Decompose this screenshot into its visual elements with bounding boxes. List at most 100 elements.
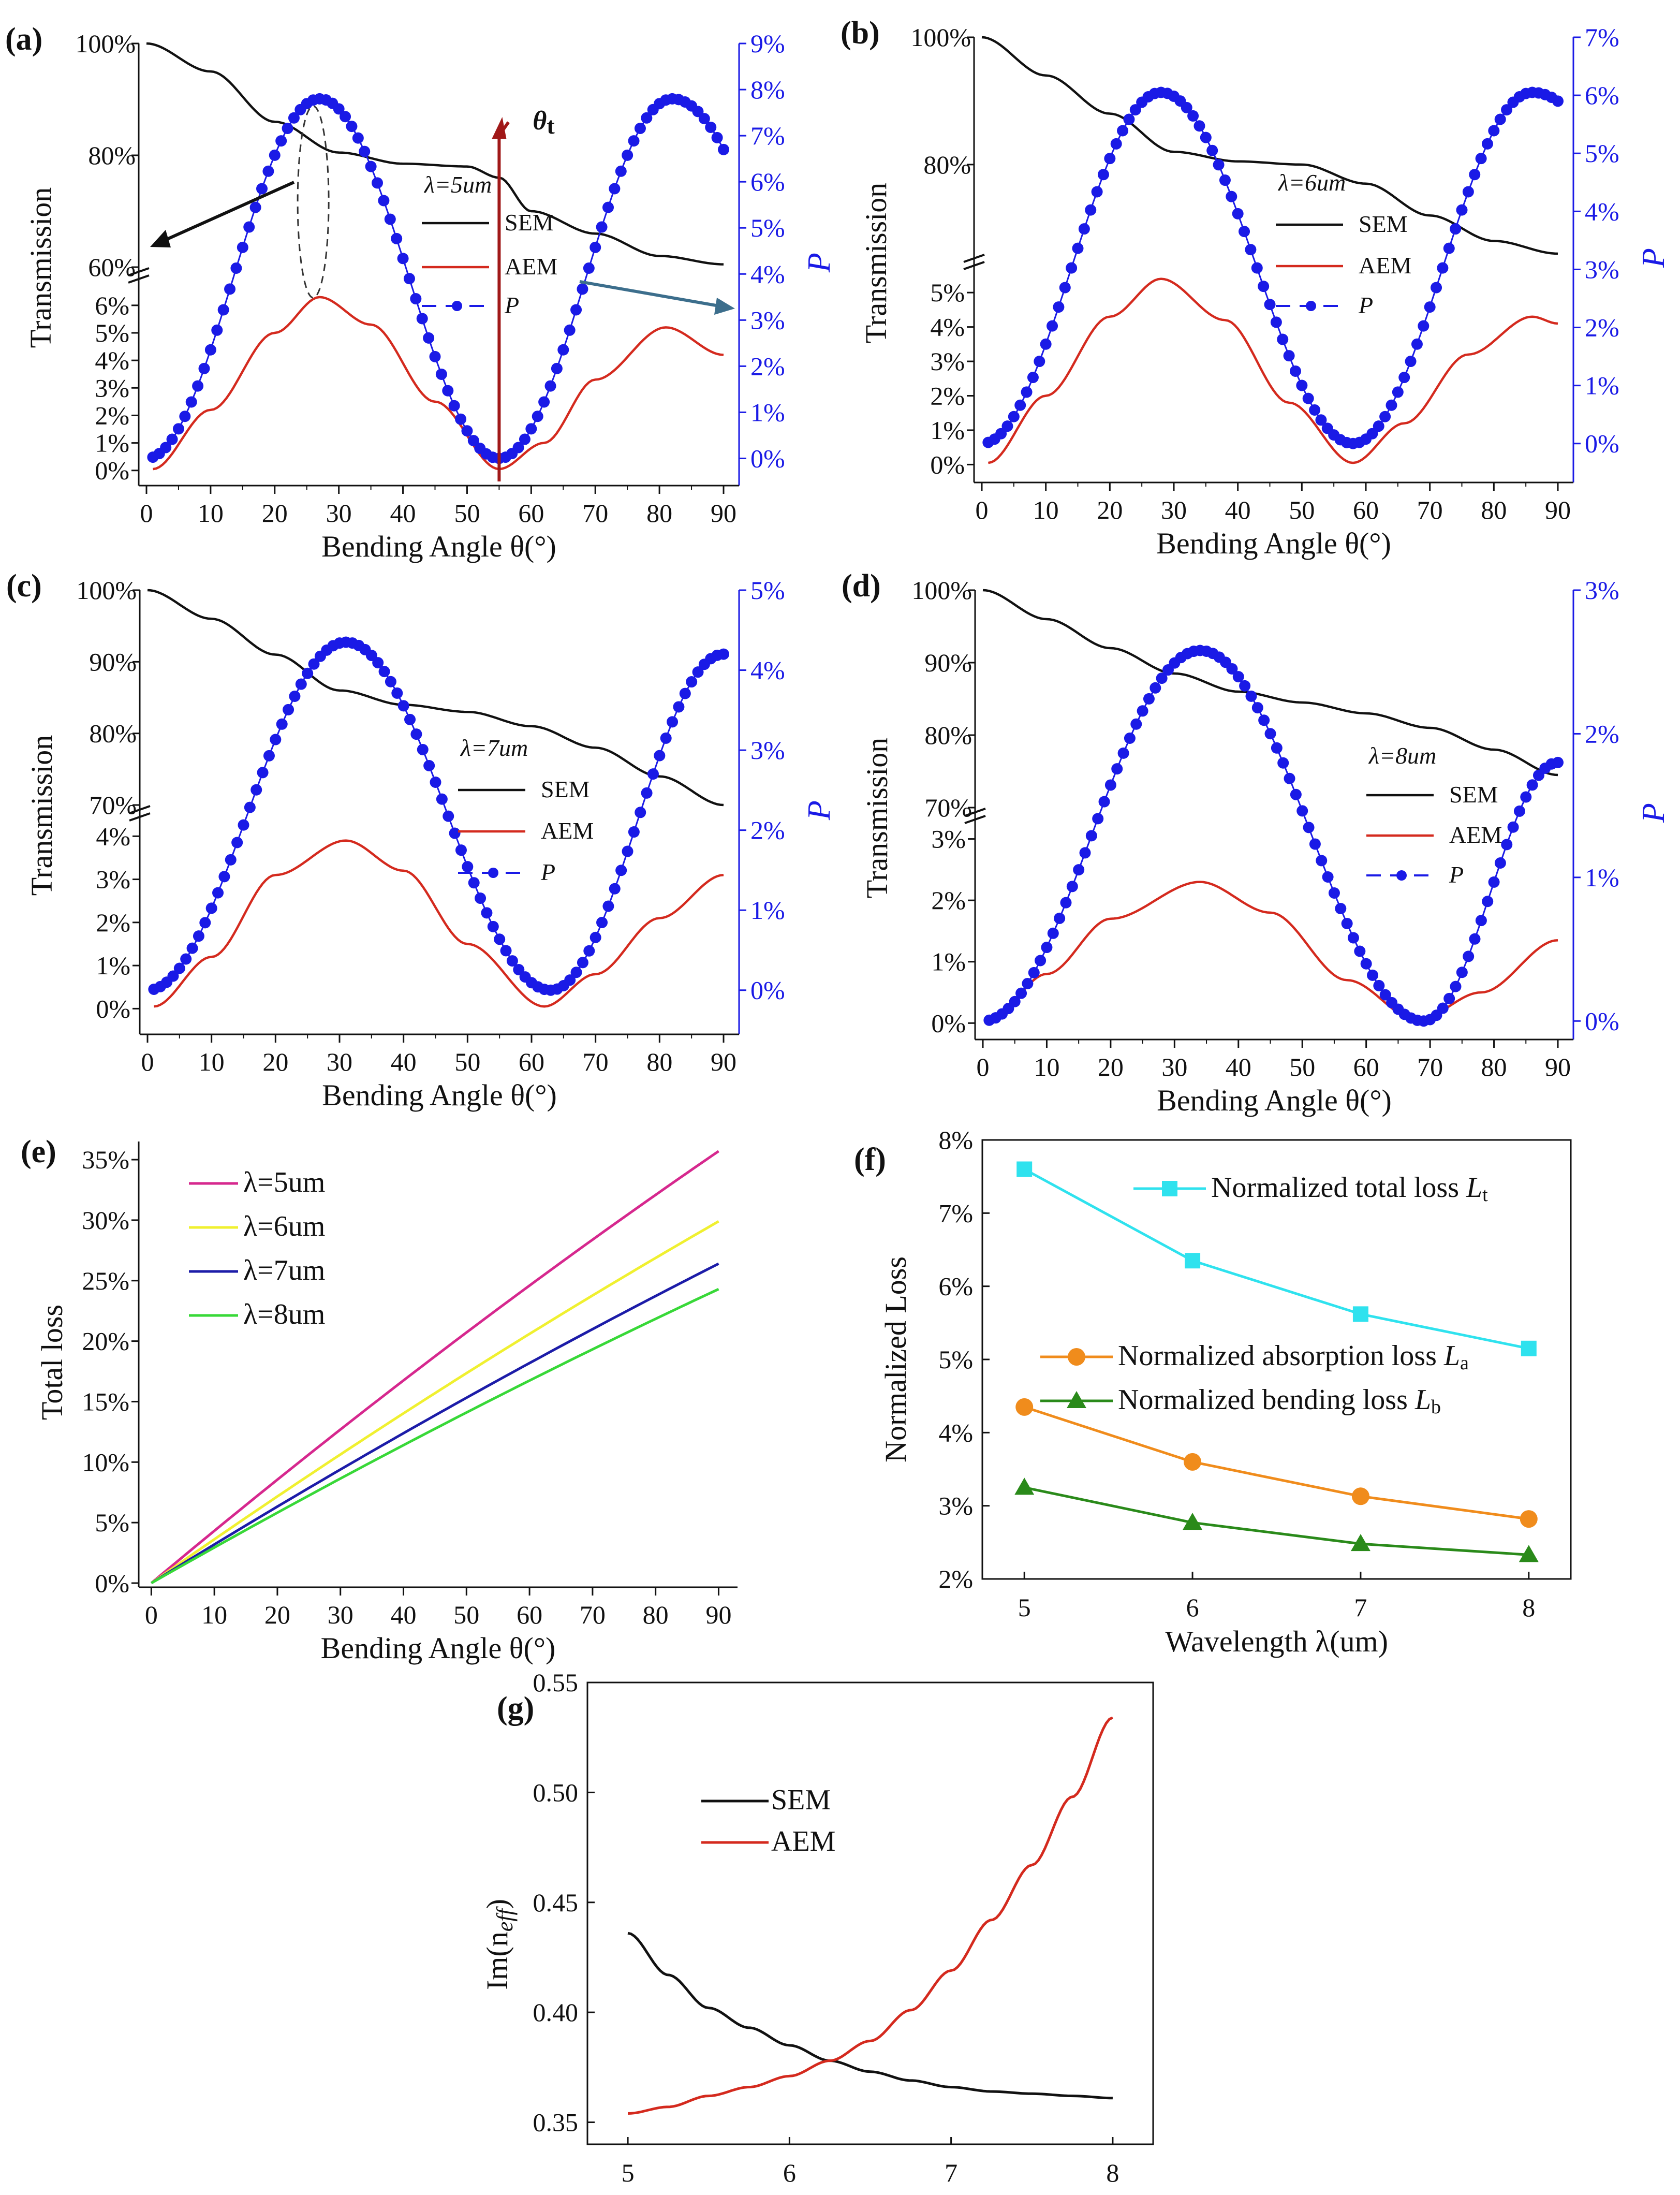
- p-point: [1085, 204, 1097, 216]
- p-point: [186, 942, 198, 954]
- x-tick-label: 0: [145, 1600, 158, 1629]
- p-point: [204, 344, 216, 356]
- axis-break: [129, 805, 151, 822]
- p-point: [1290, 788, 1302, 800]
- p-point: [1405, 356, 1417, 368]
- aem-line: [153, 296, 724, 471]
- p-point: [1111, 763, 1123, 775]
- p-point: [1437, 262, 1449, 274]
- x-tick-label: 0: [140, 499, 153, 528]
- legend-letter: L: [1414, 1384, 1431, 1416]
- y-axis-label: Im(neff): [480, 1899, 518, 1990]
- x-tick-label: 50: [454, 499, 480, 528]
- p-point: [467, 435, 479, 447]
- y-tick-label: 100%: [75, 29, 136, 58]
- y-tick-label: 5%: [95, 1508, 129, 1537]
- p-point: [532, 411, 543, 422]
- sem-line: [981, 36, 1558, 255]
- p-point: [333, 103, 345, 115]
- p-point: [1392, 386, 1404, 398]
- x-tick-label: 50: [454, 1047, 480, 1076]
- aem-line: [988, 277, 1558, 464]
- y-tick-label: 0.40: [533, 1998, 579, 2027]
- p-point: [1354, 945, 1366, 957]
- y-tick-label: 3%: [931, 825, 966, 854]
- p-point: [1009, 996, 1021, 1007]
- p-line: [152, 98, 725, 460]
- theta-t-sub: t: [547, 112, 555, 139]
- p-point: [397, 700, 409, 712]
- x-tick-label: 30: [326, 499, 352, 528]
- p-point: [1251, 262, 1263, 274]
- x-tick-label: 30: [1161, 495, 1187, 524]
- p-point: [238, 819, 249, 831]
- circle-marker: [1184, 1453, 1202, 1471]
- y-tick-label: 10%: [82, 1447, 129, 1476]
- p-point: [250, 784, 262, 796]
- legend-sem-label: SEM: [1449, 781, 1498, 808]
- p-point: [634, 122, 646, 134]
- y-tick-label: 4%: [95, 346, 129, 375]
- p-point: [1014, 399, 1026, 411]
- p-point: [1034, 356, 1045, 368]
- x-tick-label: 30: [327, 1047, 352, 1076]
- p-point: [1079, 847, 1091, 859]
- y2-tick-label: 4%: [750, 656, 785, 685]
- p-point: [551, 362, 563, 374]
- p-point: [1475, 153, 1487, 165]
- y2-tick-label: 6%: [1585, 81, 1619, 110]
- p-point: [1398, 372, 1410, 384]
- p-point: [410, 293, 422, 305]
- y-tick-label: 0.50: [533, 1778, 579, 1807]
- p-point: [1341, 917, 1353, 929]
- legend-sem-label: SEM: [541, 776, 590, 802]
- p-point: [276, 718, 288, 730]
- y2-axis-label: P: [802, 253, 837, 273]
- p-point: [1245, 244, 1257, 256]
- x-tick-label: 60: [518, 499, 544, 528]
- p-point: [1450, 981, 1462, 992]
- y2-axis-label: P: [1636, 803, 1671, 823]
- p-point: [1047, 320, 1058, 332]
- p-point: [647, 768, 659, 780]
- p-point: [673, 701, 685, 713]
- legend-label: λ=8um: [243, 1298, 325, 1330]
- p-point: [1366, 428, 1378, 440]
- p-point: [270, 734, 282, 745]
- p-point: [230, 262, 242, 274]
- x-tick-label: 90: [1545, 495, 1571, 524]
- plot-frame: [586, 1681, 1154, 2145]
- y-tick-label: 8%: [938, 1125, 973, 1154]
- y2-axis-label: P: [1636, 248, 1671, 268]
- y-tick-label: 0.55: [533, 1668, 579, 1697]
- panel-label: (e): [21, 1134, 56, 1169]
- p-point: [1110, 138, 1122, 150]
- y-tick-label: 0%: [95, 1569, 129, 1598]
- p-point: [1456, 967, 1468, 978]
- p-point: [430, 777, 441, 788]
- p-point: [596, 221, 608, 233]
- y-axis-label: Transmission: [25, 735, 58, 896]
- p-point: [487, 920, 499, 932]
- p-point: [1264, 728, 1276, 740]
- p-point: [243, 221, 255, 233]
- p-point: [1270, 316, 1282, 328]
- y-tick-label: 0%: [930, 450, 965, 479]
- x-tick-label: 70: [582, 499, 608, 528]
- legend-aem-label: AEM: [1449, 822, 1502, 848]
- y-tick-label: 3%: [938, 1491, 973, 1520]
- legend-aem-label: AEM: [1359, 252, 1411, 279]
- p-point: [635, 807, 646, 818]
- p-point: [667, 716, 679, 728]
- p-point: [385, 676, 396, 687]
- p-point: [679, 687, 691, 699]
- p-point: [192, 380, 204, 392]
- p-point: [1150, 682, 1161, 694]
- p-point: [641, 112, 653, 124]
- x-tick-label: 20: [262, 499, 288, 528]
- panel-label: (c): [6, 568, 42, 604]
- triangle-marker: [1183, 1513, 1203, 1530]
- p-point: [1411, 338, 1423, 350]
- wavelength-label: λ=8um: [1368, 742, 1436, 769]
- y-tick-label: 1%: [931, 947, 966, 976]
